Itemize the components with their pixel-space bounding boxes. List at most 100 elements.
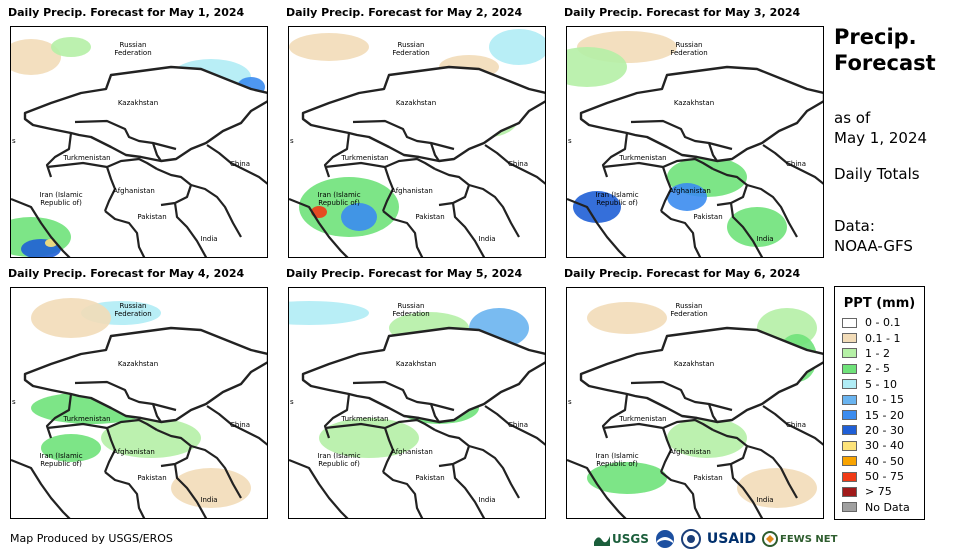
country-border — [451, 463, 486, 518]
legend-item: 50 - 75 — [835, 469, 924, 484]
precip-area — [587, 462, 667, 494]
map-label-russia: Russian Federation — [670, 302, 708, 318]
map-canvas — [567, 31, 823, 257]
country-border — [451, 202, 486, 257]
map-label-china: China — [786, 421, 806, 429]
map-label-pakistan: Pakistan — [137, 213, 167, 221]
map-label-turkmenistan: Turkmenistan — [341, 154, 389, 162]
precip-area — [667, 183, 707, 211]
country-border — [289, 458, 349, 518]
precip-area — [11, 39, 61, 75]
precip-area — [319, 418, 419, 458]
usgs-wave-icon — [594, 536, 610, 546]
map-label-afghanistan: Afghanistan — [113, 448, 155, 456]
country-border — [484, 144, 545, 185]
panel-title: Daily Precip. Forecast for May 1, 2024 — [8, 6, 245, 19]
map-label-russia: Russian Federation — [114, 302, 152, 318]
fews-globe-icon — [762, 531, 779, 547]
fews-logo: FEWS NET — [762, 531, 837, 547]
country-border — [11, 197, 71, 257]
fews-text: FEWS NET — [780, 533, 838, 545]
map-label-india: India — [478, 496, 496, 504]
country-border — [323, 393, 351, 439]
map-label-s-marker: s — [568, 398, 572, 406]
legend-label: 5 - 10 — [865, 377, 897, 391]
panel-title: Daily Precip. Forecast for May 4, 2024 — [8, 267, 245, 280]
country-border — [173, 202, 208, 257]
forecast-panel-3: Daily Precip. Forecast for May 3, 2024 Ru… — [564, 6, 824, 258]
country-border — [659, 166, 673, 212]
country-border — [381, 166, 395, 212]
data-label: Data: — [834, 217, 875, 235]
country-border — [707, 142, 718, 162]
legend-item: No Data — [835, 500, 924, 515]
map-canvas — [11, 37, 267, 257]
partner-logos: USGS USAID FEWS NET — [594, 527, 837, 551]
precip-map: Russian Federation Kazakhstan Turkmenistan… — [288, 287, 546, 519]
map-label-pakistan: Pakistan — [415, 213, 445, 221]
map-label-kazakhstan: Kazakhstan — [673, 99, 715, 107]
legend-label: 20 - 30 — [865, 423, 904, 437]
precip-area — [567, 47, 627, 87]
kazakhstan-border — [23, 65, 267, 163]
country-border — [659, 427, 673, 473]
legend-item: 40 - 50 — [835, 454, 924, 469]
map-label-india: India — [756, 496, 774, 504]
precip-area — [341, 203, 377, 231]
map-label-turkmenistan: Turkmenistan — [341, 415, 389, 423]
precip-area — [289, 301, 369, 325]
map-label-pakistan: Pakistan — [137, 474, 167, 482]
country-border — [156, 167, 193, 207]
kazakhstan-border — [579, 65, 823, 163]
legend-item: 10 - 15 — [835, 392, 924, 407]
country-border — [762, 405, 823, 446]
country-border — [104, 471, 146, 518]
country-border — [468, 183, 520, 238]
country-border — [382, 210, 424, 257]
kazakhstan-border — [301, 65, 545, 163]
country-border — [289, 197, 349, 257]
country-border — [45, 393, 73, 439]
legend-label: > 75 — [865, 485, 892, 499]
map-label-s-marker: s — [12, 398, 16, 406]
country-border — [729, 463, 764, 518]
country-border — [762, 144, 823, 185]
precip-area — [587, 302, 667, 334]
map-canvas — [11, 298, 267, 518]
precip-area — [667, 418, 747, 458]
country-border — [382, 471, 424, 518]
country-border — [46, 157, 158, 170]
map-label-s-marker: s — [290, 137, 294, 145]
legend-swatch — [842, 394, 857, 405]
precip-map: Russian Federation Kazakhstan Turkmenistan… — [288, 26, 546, 258]
country-border — [11, 458, 71, 518]
map-label-turkmenistan: Turkmenistan — [63, 415, 111, 423]
country-border — [190, 183, 242, 238]
map-credit: Map Produced by USGS/EROS — [10, 532, 173, 545]
country-border — [601, 393, 629, 439]
map-label-afghanistan: Afghanistan — [391, 448, 433, 456]
forecast-panel-6: Daily Precip. Forecast for May 6, 2024 Ru… — [564, 267, 824, 519]
country-border — [434, 167, 471, 207]
legend-swatch — [842, 410, 857, 421]
legend-label: 10 - 15 — [865, 393, 904, 407]
legend-item: 2 - 5 — [835, 361, 924, 376]
country-border — [729, 202, 764, 257]
legend-label: 30 - 40 — [865, 439, 904, 453]
precip-map: Russian Federation Kazakhstan Turkmenistan… — [566, 26, 824, 258]
totals-label: Daily Totals — [834, 165, 920, 183]
country-border — [324, 157, 436, 170]
map-label-afghanistan: Afghanistan — [669, 448, 711, 456]
precip-area — [289, 33, 369, 61]
map-label-s-marker: s — [568, 137, 572, 145]
legend-label: 0 - 0.1 — [865, 316, 901, 330]
map-label-afghanistan: Afghanistan — [113, 187, 155, 195]
legend-swatch — [842, 440, 857, 451]
legend-title: PPT (mm) — [843, 296, 916, 311]
map-label-india: India — [200, 496, 218, 504]
precip-map: Russian Federation Kazakhstan Turkmenistan… — [10, 26, 268, 258]
panel-title: Daily Precip. Forecast for May 3, 2024 — [564, 6, 801, 19]
precip-map: Russian Federation Kazakhstan Turkmenistan… — [566, 287, 824, 519]
